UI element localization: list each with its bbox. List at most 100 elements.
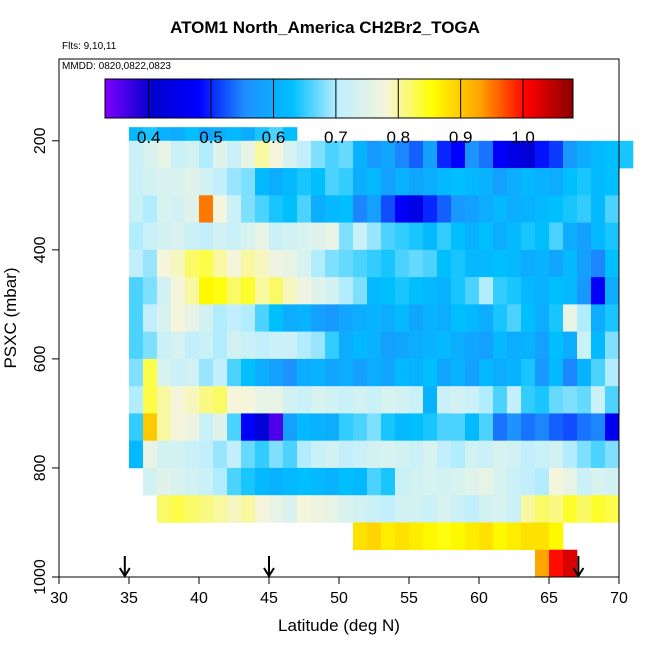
heatmap-cell xyxy=(227,140,242,169)
heatmap-cell xyxy=(577,249,592,278)
heatmap-cell xyxy=(507,522,522,551)
heatmap-cell xyxy=(241,277,256,305)
heatmap-cell xyxy=(479,440,494,469)
heatmap-cell xyxy=(535,358,550,387)
heatmap-cell xyxy=(535,522,550,551)
heatmap-cell xyxy=(339,304,354,332)
heatmap-cell xyxy=(227,277,242,305)
heatmap-cell xyxy=(577,195,592,223)
heatmap-cell xyxy=(297,168,312,196)
heatmap-cell xyxy=(591,222,606,251)
heatmap-cell xyxy=(563,386,578,414)
heatmap-cell xyxy=(381,249,396,278)
heatmap-cell xyxy=(171,249,186,278)
heatmap-cell xyxy=(577,495,592,523)
heatmap-cell xyxy=(129,304,144,332)
heatmap-cell xyxy=(297,331,312,360)
colorbar-tick-label: 0.7 xyxy=(324,128,348,147)
heatmap-cell xyxy=(283,467,298,496)
heatmap-cell xyxy=(353,195,368,223)
heatmap-cell xyxy=(227,495,242,523)
heatmap-cell xyxy=(535,249,550,278)
heatmap-cell xyxy=(171,495,186,523)
heatmap-cell xyxy=(241,304,256,332)
heatmap-cell xyxy=(297,386,312,414)
heatmap-cell xyxy=(591,195,606,223)
heatmap-cell xyxy=(549,249,564,278)
heatmap-cell xyxy=(185,467,200,496)
heatmap-cell xyxy=(199,304,214,332)
heatmap-cell xyxy=(171,277,186,305)
colorbar-tick-label: 0.6 xyxy=(262,128,286,147)
heatmap-cell xyxy=(535,277,550,305)
heatmap-cell xyxy=(549,413,564,441)
heatmap-cell xyxy=(549,467,564,496)
heatmap-cell xyxy=(171,195,186,223)
heatmap-cell xyxy=(451,413,466,441)
heatmap-cell xyxy=(269,331,284,360)
heatmap-cell xyxy=(227,249,242,278)
heatmap-cell xyxy=(297,358,312,387)
heatmap-cell xyxy=(297,495,312,523)
heatmap-cell xyxy=(143,195,158,223)
heatmap-cell xyxy=(563,440,578,469)
heatmap-cell xyxy=(465,168,480,196)
heatmap-cell xyxy=(255,413,270,441)
heatmap-cell xyxy=(199,277,214,305)
heatmap-cell xyxy=(325,168,340,196)
heatmap-cell xyxy=(241,413,256,441)
heatmap-cell xyxy=(325,222,340,251)
heatmap-cell xyxy=(283,195,298,223)
heatmap-cell xyxy=(521,168,536,196)
heatmap-cell xyxy=(171,386,186,414)
heatmap-cell xyxy=(143,467,158,496)
heatmap-cell xyxy=(619,140,634,169)
heatmap-cell xyxy=(311,440,326,469)
heatmap-cell xyxy=(507,304,522,332)
heatmap-cell xyxy=(297,222,312,251)
x-tick-label: 45 xyxy=(260,590,278,607)
heatmap-cell xyxy=(241,440,256,469)
heatmap-cell xyxy=(563,413,578,441)
heatmap-cell xyxy=(283,304,298,332)
heatmap-cell xyxy=(199,331,214,360)
colorbar-tick-label: 0.4 xyxy=(137,128,161,147)
heatmap-cell xyxy=(297,467,312,496)
heatmap-cell xyxy=(339,358,354,387)
heatmap-cell xyxy=(255,195,270,223)
heatmap-cell xyxy=(521,331,536,360)
heatmap-cell xyxy=(269,222,284,251)
colorbar-ticks: 0.4 0.5 0.6 0.7 0.8 0.9 1.0 xyxy=(137,79,535,147)
heatmap-cell xyxy=(409,386,424,414)
heatmap-cell xyxy=(521,467,536,496)
heatmap-cell xyxy=(227,358,242,387)
arrows xyxy=(118,556,585,578)
heatmap-cell xyxy=(381,168,396,196)
heatmap-cell xyxy=(367,358,382,387)
heatmap-cell xyxy=(311,304,326,332)
heatmap-cell xyxy=(465,277,480,305)
heatmap-cell xyxy=(479,495,494,523)
heatmap-cell xyxy=(353,358,368,387)
heatmap-cell xyxy=(297,249,312,278)
heatmap-cell xyxy=(367,413,382,441)
heatmap-cell xyxy=(185,168,200,196)
heatmap-cell xyxy=(367,440,382,469)
heatmap-cell xyxy=(437,440,452,469)
heatmap-cell xyxy=(395,249,410,278)
heatmap-cell xyxy=(143,168,158,196)
heatmap-cell xyxy=(367,495,382,523)
heatmap-cell xyxy=(535,222,550,251)
heatmap-cell xyxy=(199,222,214,251)
heatmap-cell xyxy=(605,195,620,223)
heatmap-cell xyxy=(395,140,410,169)
heatmap-cell xyxy=(353,467,368,496)
heatmap-cell xyxy=(409,140,424,169)
colorbar-tick-label: 1.0 xyxy=(511,128,535,147)
heatmap-cell xyxy=(507,195,522,223)
heatmap-cell xyxy=(185,304,200,332)
heatmap-cell xyxy=(143,249,158,278)
heatmap-cell xyxy=(451,522,466,551)
heatmap-cell xyxy=(465,222,480,251)
heatmap-cell xyxy=(479,304,494,332)
